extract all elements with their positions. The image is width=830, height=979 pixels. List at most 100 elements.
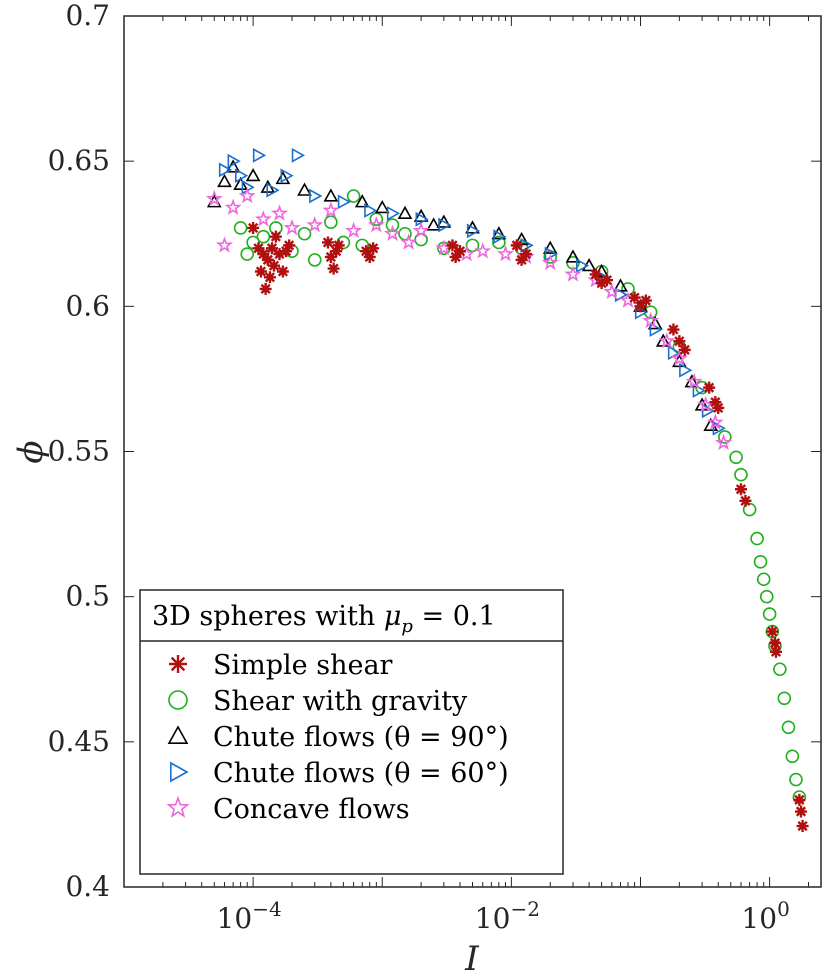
y-tick-label: 0.45 [48, 725, 110, 758]
legend-title-text: 3D spheres with [152, 601, 384, 632]
data-point [280, 168, 294, 184]
data-point [323, 188, 339, 202]
data-point [367, 215, 385, 233]
data-point [265, 242, 278, 255]
data-point [233, 221, 248, 235]
data-point [374, 199, 390, 214]
data-point [291, 148, 305, 163]
y-tick-label: 0.4 [65, 870, 110, 903]
data-point [267, 259, 280, 272]
data-point [363, 250, 376, 263]
data-point [628, 291, 641, 304]
data-point [254, 265, 267, 278]
data-point [773, 662, 787, 677]
data-point [718, 430, 732, 444]
data-point [167, 725, 189, 745]
data-point [520, 248, 533, 261]
data-point [565, 249, 581, 263]
data-point [678, 343, 691, 356]
data-point [750, 531, 764, 546]
data-point [297, 182, 312, 196]
data-point [634, 300, 647, 313]
data-point [306, 216, 324, 233]
data-point [283, 218, 301, 236]
data-point [794, 805, 807, 818]
legend-title: 3D spheres with μp = 0.1 [152, 601, 496, 637]
data-point [275, 170, 291, 185]
data-point [692, 383, 706, 398]
data-point [327, 262, 340, 275]
data-point [397, 205, 413, 220]
data-point [215, 236, 234, 253]
data-point [235, 168, 249, 184]
data-point [218, 162, 233, 178]
data-point [205, 189, 223, 207]
legend-entry-label: Simple shear [213, 650, 393, 681]
data-point [321, 236, 334, 249]
data-point [240, 247, 255, 261]
legend-title-symbol: μ [384, 601, 402, 632]
data-point [259, 282, 272, 295]
legend-title-tail: = 0.1 [413, 601, 496, 632]
y-tick-label: 0.6 [65, 289, 110, 322]
data-point [679, 362, 693, 378]
data-point [453, 245, 466, 258]
legend-entry: Simple shear [169, 650, 393, 681]
data-point [383, 224, 401, 242]
data-point [233, 176, 248, 190]
data-point [715, 433, 733, 451]
data-point [541, 253, 559, 271]
data-point [496, 245, 514, 262]
data-point [385, 218, 400, 232]
data-point [280, 245, 293, 258]
data-point [542, 240, 558, 254]
data-point [400, 233, 418, 250]
data-point [364, 203, 378, 218]
data-point [263, 271, 276, 284]
data-point [474, 242, 492, 259]
data-point [492, 235, 506, 250]
data-point [595, 277, 608, 290]
tick-labels: 10−4 10−2 100 0.4 0.45 0.5 0.55 0.6 0.65 0.7 [48, 0, 790, 935]
data-point [600, 274, 613, 287]
data-point [436, 214, 452, 228]
data-point [360, 245, 373, 258]
data-point [766, 625, 779, 638]
legend-entry-label: Shear with gravity [213, 686, 468, 717]
data-point [426, 217, 441, 231]
y-tick-label: 0.7 [65, 0, 110, 32]
data-point [324, 250, 337, 263]
data-point [276, 265, 289, 278]
data-point [413, 208, 429, 222]
data-point [781, 720, 796, 735]
x-tick-label: 100 [741, 897, 789, 935]
data-point [564, 265, 582, 282]
data-point [589, 268, 602, 281]
data-point [762, 607, 777, 621]
data-point [345, 221, 363, 239]
legend-entry: Concave flows [166, 794, 410, 825]
data-point [252, 148, 267, 163]
data-point [330, 245, 343, 258]
data-point [709, 396, 722, 409]
data-point [309, 188, 323, 204]
data-point [332, 239, 345, 252]
data-point [247, 221, 260, 234]
data-point [576, 258, 590, 274]
data-point [703, 381, 716, 394]
data-point [673, 335, 686, 348]
data-point [449, 250, 462, 263]
x-tick-label: 10−2 [475, 897, 540, 935]
legend-box [139, 589, 564, 875]
legend-entry-label: Chute flows (θ = 90°) [213, 722, 509, 753]
data-point [170, 761, 189, 783]
data-point [768, 637, 781, 650]
x-tick-label: 10−4 [217, 897, 282, 935]
data-point [670, 349, 688, 366]
data-point [658, 332, 676, 349]
data-point [438, 217, 452, 233]
data-point [446, 239, 459, 252]
data-point [642, 311, 660, 329]
data-point [769, 645, 782, 658]
